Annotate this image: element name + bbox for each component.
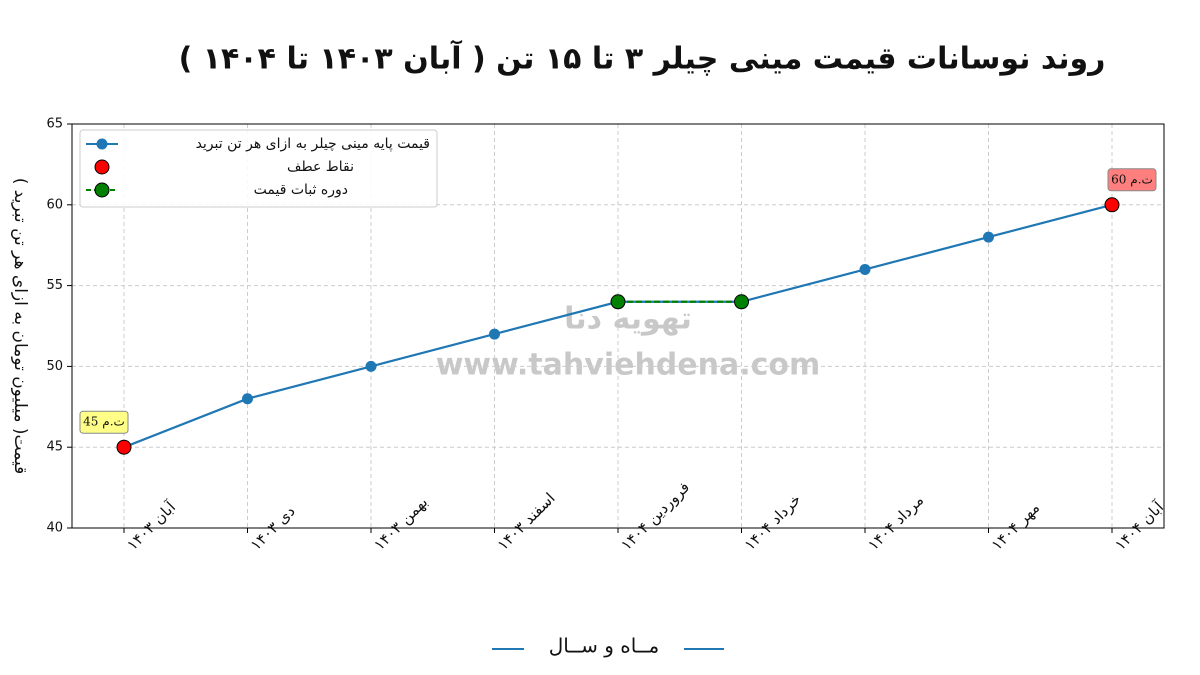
- x-tick-label: آبان ۱۴۰۴: [1111, 498, 1167, 554]
- point: [489, 328, 500, 340]
- point: [610, 294, 626, 310]
- y-tick-label: 40: [46, 521, 63, 536]
- y-tick-label: 60: [46, 197, 63, 212]
- x-tick-label: اسفند ۱۴۰۳: [494, 489, 559, 554]
- point: [734, 294, 749, 310]
- legend-label: قیمت پایه مینی چیلر به ازای هر تن تبرید: [196, 136, 430, 152]
- y-tick-label: 65: [46, 117, 63, 132]
- x-tick-label: مرداد ۱۴۰۴: [864, 491, 927, 554]
- x-tick-label: مهر ۱۴۰۴: [988, 499, 1043, 554]
- legend-marker: [94, 182, 110, 198]
- y-tick-label: 55: [46, 278, 63, 293]
- legend-marker: [94, 159, 110, 175]
- watermark: تهویه دنا: [564, 302, 692, 337]
- x-tick-label: بهمن ۱۴۰۳: [370, 493, 431, 554]
- x-tick-label: خرداد ۱۴۰۴: [741, 490, 805, 554]
- plot-frame: [71, 123, 1165, 529]
- point: [242, 393, 253, 405]
- legend-label: دوره ثبات قیمت: [254, 182, 348, 198]
- point: [1104, 197, 1120, 213]
- annotation-box: [79, 410, 129, 434]
- annotation: ت.م 45: [83, 415, 125, 429]
- x-tick-label: فروردین ۱۴۰۴: [617, 478, 693, 554]
- annotation: ت.م 60: [1111, 172, 1153, 186]
- legend-box: [79, 129, 438, 208]
- x-axis-label: مــاه و ســال: [549, 634, 659, 658]
- chart-title: روند نوسانات قیمت مینی چیلر ۳ تا ۱۵ تن (…: [179, 40, 1106, 77]
- annotation-box: [1107, 168, 1157, 192]
- legend-label: نقاط عطف: [287, 159, 354, 175]
- x-tick-label: آبان ۱۴۰۳: [123, 498, 179, 554]
- point: [983, 231, 994, 243]
- y-tick-label: 45: [46, 440, 63, 455]
- point: [859, 263, 871, 275]
- y-axis-label: قیمت( میلیون تومان به ازای هر تن تبرید ): [10, 178, 30, 475]
- point: [365, 360, 377, 372]
- point: [116, 439, 132, 455]
- legend-marker: [96, 138, 108, 150]
- watermark: www.tahviehdena.com: [436, 348, 821, 383]
- y-tick-label: 50: [46, 359, 63, 374]
